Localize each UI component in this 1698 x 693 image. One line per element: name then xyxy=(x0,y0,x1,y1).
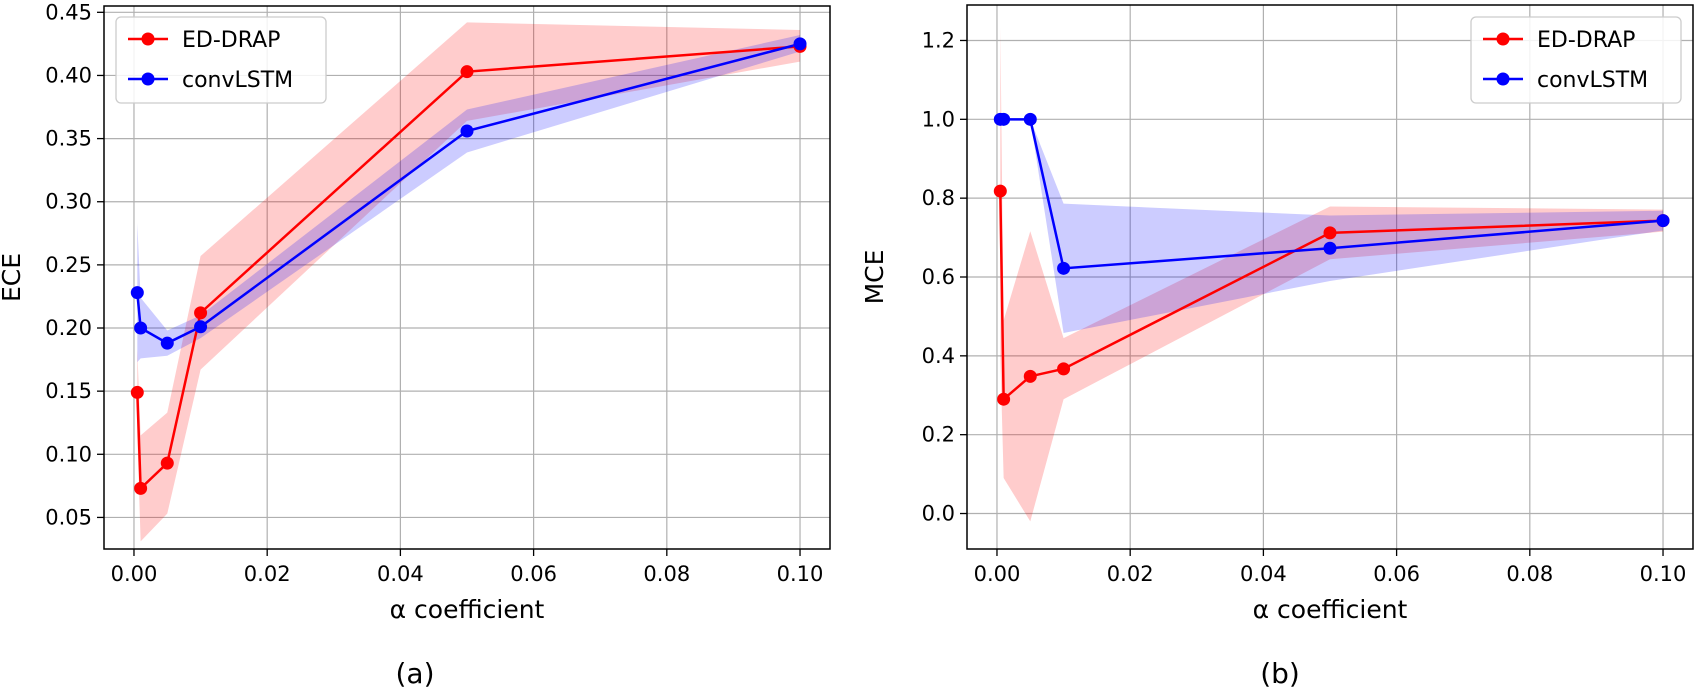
series-markers xyxy=(130,37,807,495)
x-tick-label: 0.02 xyxy=(244,562,291,586)
y-tick-label: 1.0 xyxy=(922,107,955,131)
convlstm-point xyxy=(194,320,208,334)
axis-ticks: 0.00 0.02 0.04 0.06 0.08 0.10 0.05 0.10 0.15 0.20… xyxy=(45,0,823,586)
x-tick-label: 0.08 xyxy=(1506,562,1553,586)
y-tick-label: 0.10 xyxy=(45,442,92,466)
x-tick-label: 0.00 xyxy=(111,562,158,586)
y-tick-label: 0.8 xyxy=(922,186,955,210)
axis-ticks: 0.00 0.02 0.04 0.06 0.08 0.10 0.0 0.2 0.4 0.6 0.8 1… xyxy=(922,28,1687,586)
plot-frame xyxy=(103,5,831,550)
x-tick-label: 0.00 xyxy=(974,562,1021,586)
ed-drap-point xyxy=(160,456,174,470)
y-tick-label: 0.15 xyxy=(45,379,92,403)
legend-item-ed-drap: ED-DRAP xyxy=(128,28,280,53)
legend-label-ed-drap: ED-DRAP xyxy=(182,28,280,53)
x-axis-label: α coefficient xyxy=(1253,595,1408,624)
legend-marker-convlstm xyxy=(141,72,155,86)
legend-item-convlstm: convLSTM xyxy=(128,68,293,93)
convlstm-point xyxy=(160,336,174,350)
x-tick-label: 0.10 xyxy=(1640,562,1687,586)
legend-marker-convlstm xyxy=(1496,72,1510,86)
y-tick-label: 0.05 xyxy=(45,505,92,529)
legend: ED-DRAP convLSTM xyxy=(1470,16,1682,104)
x-tick-label: 0.02 xyxy=(1107,562,1154,586)
legend-marker-ed-drap xyxy=(1496,32,1510,46)
chart-panel-ece: 0.00 0.02 0.04 0.06 0.08 0.10 0.05 0.10 0.15 0.20… xyxy=(0,0,831,690)
y-tick-label: 0.0 xyxy=(922,502,955,526)
x-axis-label: α coefficient xyxy=(390,595,545,624)
legend-label-ed-drap: ED-DRAP xyxy=(1537,28,1635,53)
y-tick-label: 0.4 xyxy=(922,344,955,368)
ed-drap-line xyxy=(136,45,801,492)
convlstm-point xyxy=(1656,214,1670,228)
x-tick-label: 0.04 xyxy=(1240,562,1287,586)
ed-drap-point xyxy=(460,65,474,79)
legend-box xyxy=(1470,16,1682,104)
series-markers xyxy=(993,112,1670,406)
ed-drap-point xyxy=(997,392,1011,406)
y-axis-label: MCE xyxy=(860,250,889,305)
legend-item-convlstm: convLSTM xyxy=(1483,68,1648,93)
legend-label-convlstm: convLSTM xyxy=(1537,68,1648,93)
ed-drap-band xyxy=(137,22,801,542)
panel-label: (b) xyxy=(1260,657,1300,690)
grid-lines xyxy=(967,5,1693,549)
convlstm-point xyxy=(1023,112,1037,126)
y-tick-label: 0.6 xyxy=(922,265,955,289)
x-tick-label: 0.06 xyxy=(510,562,557,586)
panel-label: (a) xyxy=(395,657,434,690)
x-tick-label: 0.10 xyxy=(777,562,824,586)
convlstm-point xyxy=(1323,241,1337,255)
ed-drap-point xyxy=(993,184,1007,198)
y-tick-label: 0.40 xyxy=(45,63,92,87)
ed-drap-line xyxy=(999,191,1664,402)
convlstm-point xyxy=(134,321,148,335)
convlstm-point xyxy=(1057,261,1071,275)
y-tick-label: 0.2 xyxy=(922,423,955,447)
x-tick-label: 0.04 xyxy=(377,562,424,586)
y-tick-label: 0.45 xyxy=(45,0,92,24)
y-tick-label: 0.35 xyxy=(45,127,92,151)
ed-drap-point xyxy=(130,385,144,399)
legend-marker-ed-drap xyxy=(141,32,155,46)
legend: ED-DRAP convLSTM xyxy=(115,16,327,104)
confidence-bands xyxy=(1000,26,1664,522)
y-tick-label: 0.20 xyxy=(45,316,92,340)
ed-drap-point xyxy=(134,481,148,495)
convlstm-point xyxy=(997,112,1011,126)
chart-panel-mce: 0.00 0.02 0.04 0.06 0.08 0.10 0.0 0.2 0.4 0.6 0.8 1… xyxy=(860,4,1694,690)
y-tick-label: 1.2 xyxy=(922,28,955,52)
ed-drap-point xyxy=(1057,362,1071,376)
y-axis-label: ECE xyxy=(0,253,26,302)
x-tick-label: 0.08 xyxy=(643,562,690,586)
x-tick-label: 0.06 xyxy=(1373,562,1420,586)
legend-box xyxy=(115,16,327,104)
legend-item-ed-drap: ED-DRAP xyxy=(1483,28,1635,53)
convlstm-band xyxy=(1000,119,1664,333)
convlstm-point xyxy=(793,37,807,51)
ed-drap-point xyxy=(1323,226,1337,240)
legend-label-convlstm: convLSTM xyxy=(182,68,293,93)
y-tick-label: 0.25 xyxy=(45,253,92,277)
y-tick-label: 0.30 xyxy=(45,190,92,214)
ed-drap-point xyxy=(1023,369,1037,383)
convlstm-point xyxy=(460,124,474,138)
ed-drap-point xyxy=(194,306,208,320)
convlstm-point xyxy=(130,286,144,300)
